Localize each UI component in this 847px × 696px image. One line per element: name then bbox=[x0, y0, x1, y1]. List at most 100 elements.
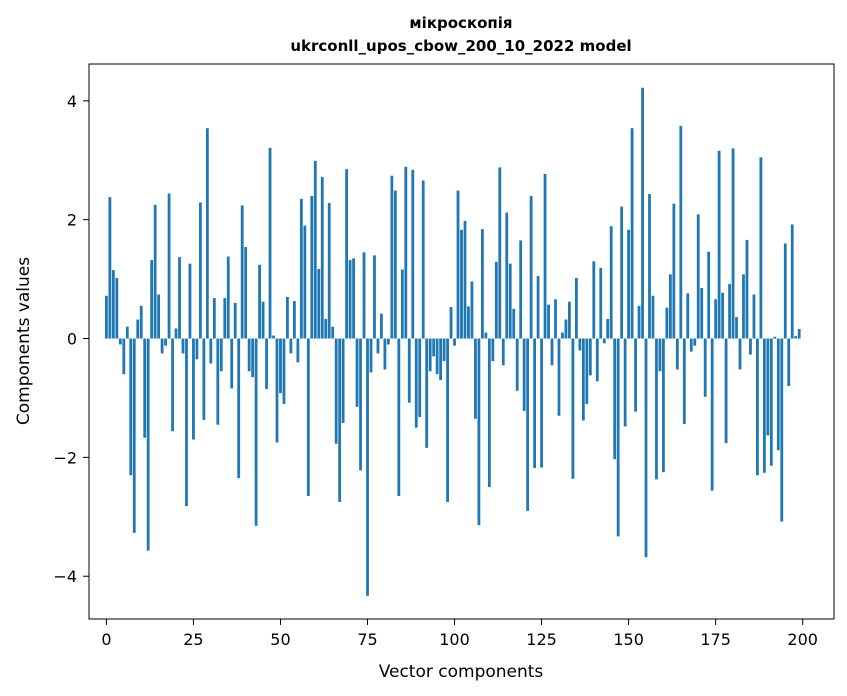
bar-125 bbox=[540, 338, 543, 468]
x-tick-label: 100 bbox=[439, 630, 470, 649]
bar-187 bbox=[756, 338, 759, 476]
bar-127 bbox=[547, 304, 550, 339]
bar-4 bbox=[118, 338, 122, 345]
bar-199 bbox=[797, 329, 801, 339]
bar-12 bbox=[146, 338, 150, 551]
bar-104 bbox=[467, 306, 470, 339]
bar-145 bbox=[609, 226, 613, 339]
x-tick-label: 150 bbox=[613, 630, 644, 649]
bar-81 bbox=[387, 338, 390, 345]
bar-153 bbox=[637, 305, 641, 339]
bar-45 bbox=[261, 301, 265, 339]
bar-99 bbox=[449, 307, 453, 339]
bar-44 bbox=[258, 264, 261, 339]
bar-184 bbox=[745, 239, 749, 339]
bar-73 bbox=[359, 338, 362, 471]
bar-173 bbox=[707, 251, 711, 339]
bar-151 bbox=[630, 128, 634, 339]
bar-190 bbox=[766, 338, 770, 436]
x-tick-label: 25 bbox=[183, 630, 203, 649]
bar-137 bbox=[581, 338, 585, 421]
bar-88 bbox=[411, 169, 415, 339]
bar-30 bbox=[209, 338, 213, 364]
bar-159 bbox=[658, 338, 662, 372]
bar-1 bbox=[108, 197, 112, 339]
bar-40 bbox=[244, 247, 248, 339]
bar-51 bbox=[282, 338, 286, 404]
bar-17 bbox=[164, 338, 167, 346]
bar-129 bbox=[554, 299, 557, 339]
bar-146 bbox=[613, 338, 617, 460]
bar-178 bbox=[724, 338, 728, 444]
bar-161 bbox=[665, 307, 669, 339]
x-axis-ticks: 0 25 50 75 100 125 150 175 200 bbox=[101, 619, 818, 649]
bar-8 bbox=[132, 338, 136, 533]
bar-102 bbox=[460, 229, 463, 339]
bar-31 bbox=[212, 298, 216, 339]
bar-89 bbox=[414, 338, 418, 428]
bar-108 bbox=[481, 229, 484, 339]
bar-175 bbox=[714, 299, 718, 339]
bar-71 bbox=[352, 258, 355, 339]
bar-176 bbox=[717, 150, 721, 339]
bar-49 bbox=[275, 338, 279, 443]
bar-181 bbox=[735, 317, 738, 339]
bar-138 bbox=[585, 338, 589, 404]
bar-185 bbox=[749, 338, 752, 355]
bar-36 bbox=[230, 338, 234, 389]
bar-26 bbox=[195, 338, 199, 360]
bar-77 bbox=[373, 255, 376, 339]
x-tick-label: 0 bbox=[101, 630, 111, 649]
bar-100 bbox=[453, 338, 456, 346]
bar-134 bbox=[571, 338, 575, 479]
bar-140 bbox=[592, 261, 596, 339]
bar-90 bbox=[418, 338, 422, 417]
bar-13 bbox=[150, 260, 154, 339]
bar-180 bbox=[731, 148, 735, 339]
bar-67 bbox=[338, 338, 342, 502]
bar-165 bbox=[679, 125, 683, 339]
bar-154 bbox=[641, 87, 644, 339]
bar-83 bbox=[393, 190, 397, 339]
bar-3 bbox=[115, 277, 119, 339]
bar-78 bbox=[376, 338, 380, 354]
bar-15 bbox=[157, 294, 161, 339]
bar-24 bbox=[188, 263, 192, 339]
bar-162 bbox=[668, 274, 672, 339]
bar-92 bbox=[425, 338, 429, 448]
bar-193 bbox=[776, 338, 780, 451]
x-tick-label: 175 bbox=[700, 630, 731, 649]
bar-132 bbox=[564, 319, 568, 339]
bar-39 bbox=[240, 205, 244, 339]
bars-group bbox=[105, 87, 801, 596]
bar-105 bbox=[470, 281, 474, 339]
bar-156 bbox=[648, 194, 651, 339]
bar-120 bbox=[522, 338, 526, 412]
bar-103 bbox=[463, 220, 467, 339]
chart-subtitle: ukrconll_upos_cbow_200_10_2022 model bbox=[290, 37, 631, 55]
bar-61 bbox=[317, 269, 321, 339]
bar-56 bbox=[299, 198, 303, 339]
bar-82 bbox=[390, 175, 394, 339]
y-tick-label: −2 bbox=[53, 448, 77, 467]
bar-7 bbox=[129, 338, 133, 476]
bar-10 bbox=[139, 305, 143, 339]
bar-116 bbox=[508, 263, 512, 339]
bar-84 bbox=[397, 338, 401, 496]
bar-114 bbox=[501, 338, 505, 366]
bar-169 bbox=[693, 338, 697, 346]
bar-157 bbox=[651, 295, 655, 339]
bar-20 bbox=[174, 328, 178, 339]
x-tick-label: 125 bbox=[526, 630, 557, 649]
bar-23 bbox=[185, 338, 188, 507]
bar-198 bbox=[794, 336, 798, 339]
bar-122 bbox=[529, 195, 533, 339]
bar-119 bbox=[519, 240, 523, 339]
bar-118 bbox=[515, 338, 519, 391]
bar-97 bbox=[442, 338, 446, 362]
bar-172 bbox=[703, 338, 707, 397]
bar-130 bbox=[557, 338, 561, 416]
bar-75 bbox=[366, 338, 369, 596]
